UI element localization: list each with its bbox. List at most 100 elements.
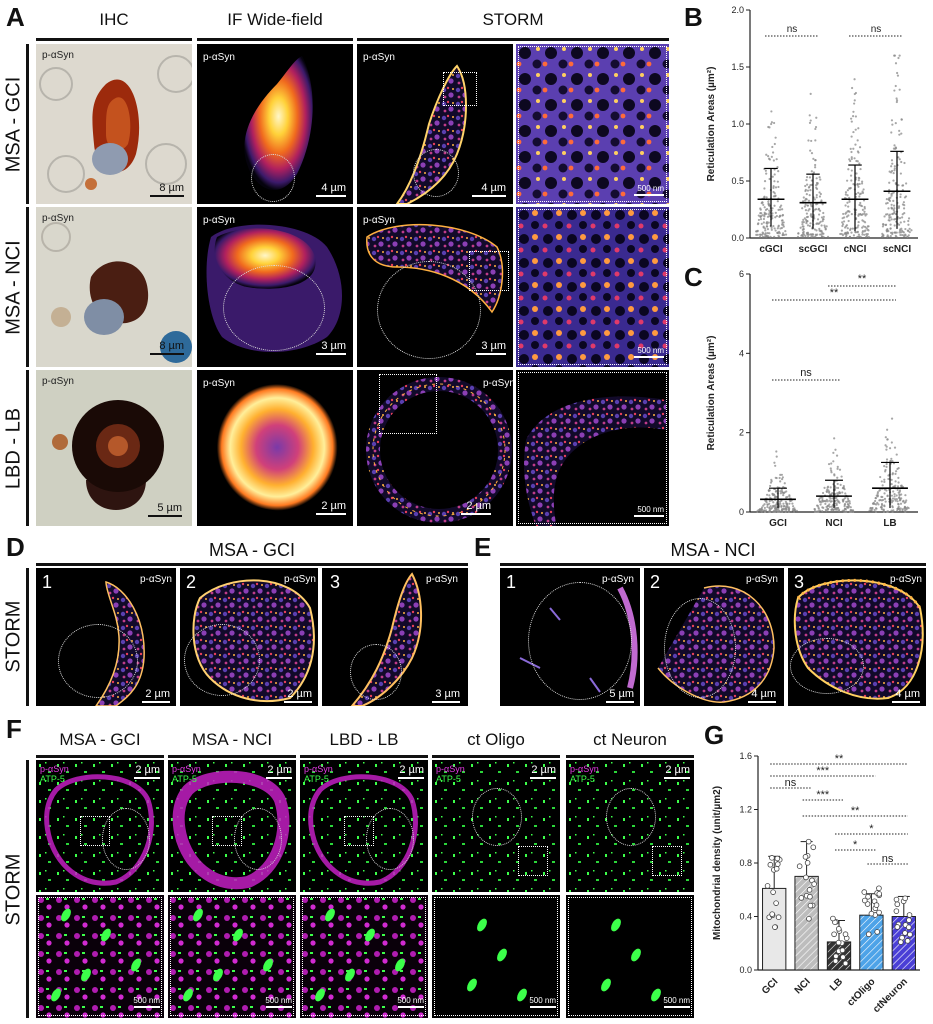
data-point: [885, 448, 888, 451]
data-point: [809, 203, 812, 206]
data-point: [770, 155, 773, 158]
scale-bar: [461, 513, 491, 515]
data-point: [765, 501, 768, 504]
x-tick-label: cNCI: [844, 244, 867, 255]
data-point: [894, 212, 897, 216]
panel-f-column-title: MSA - GCI: [59, 730, 141, 749]
data-point: [780, 473, 783, 476]
row-bar-1: [26, 44, 29, 204]
data-point: [756, 233, 759, 236]
data-point: [890, 494, 894, 497]
data-point: [830, 471, 833, 474]
data-point: [774, 136, 777, 139]
data-point: [765, 493, 769, 496]
data-point: [769, 855, 775, 861]
data-point: [815, 116, 818, 119]
data-point: [885, 445, 888, 448]
data-point: [774, 510, 777, 513]
data-point: [784, 510, 787, 513]
data-point: [857, 214, 860, 217]
data-point: [850, 120, 853, 123]
data-point: [885, 202, 888, 205]
panel-f-marker2-label: ATP-5: [436, 774, 461, 784]
data-point: [862, 225, 865, 228]
data-point: [768, 502, 771, 505]
data-point: [901, 500, 905, 503]
data-point: [803, 217, 806, 220]
nucleus-outline: [350, 644, 402, 700]
data-point: [861, 897, 868, 904]
data-point: [879, 488, 882, 491]
data-point: [810, 152, 814, 155]
data-point: [771, 175, 774, 178]
data-point: [846, 506, 849, 509]
data-point: [788, 502, 791, 505]
panel-letter-e: E: [474, 532, 492, 562]
zoom-frame: [518, 372, 667, 524]
data-point: [810, 844, 817, 851]
data-point: [844, 193, 847, 196]
data-point: [774, 495, 777, 498]
data-point: [844, 191, 848, 194]
data-point: [891, 459, 894, 463]
data-point: [850, 156, 853, 159]
chart-g-mitochondrial-density: 0.0 0.4 0.8 1.2 1.6 Mitochondrial density (un…: [712, 751, 920, 1015]
data-point: [767, 213, 771, 216]
data-point: [895, 97, 898, 100]
data-point: [848, 158, 851, 161]
data-point: [868, 509, 871, 512]
data-point: [814, 163, 817, 167]
data-point: [883, 492, 886, 495]
data-point: [777, 225, 780, 228]
data-point: [902, 201, 906, 204]
data-point: [892, 204, 896, 207]
data-point: [759, 218, 763, 221]
data-point: [893, 167, 896, 170]
data-point: [907, 506, 910, 510]
data-point: [770, 480, 773, 483]
data-point: [806, 233, 809, 236]
zoom-frame: [568, 897, 692, 1016]
data-point: [820, 224, 823, 227]
data-point: [886, 229, 889, 232]
data-point: [899, 228, 902, 231]
data-point: [821, 491, 825, 495]
data-point: [829, 497, 832, 500]
data-point: [763, 206, 766, 209]
panel-e-bar: [500, 563, 926, 566]
data-point: [805, 212, 809, 215]
data-point: [775, 158, 778, 161]
data-point: [881, 484, 884, 487]
panel-d-image-1: [36, 568, 176, 706]
data-point: [768, 177, 771, 181]
data-point: [773, 180, 776, 183]
data-point: [782, 505, 785, 508]
data-point: [760, 222, 763, 225]
data-point: [889, 196, 892, 199]
data-point: [894, 147, 897, 150]
data-point: [899, 221, 902, 224]
data-point: [767, 155, 770, 158]
data-point: [766, 503, 769, 506]
panel-f-overview-image: [566, 760, 694, 892]
panel-letter-f: F: [6, 714, 22, 744]
data-point: [761, 231, 764, 234]
data-point: [828, 505, 832, 509]
data-point: [773, 204, 776, 207]
panel-letter-c: C: [684, 262, 703, 292]
storm-image-lb: [357, 370, 513, 526]
data-point: [866, 232, 869, 236]
data-point: [774, 229, 777, 232]
data-point: [782, 494, 785, 497]
y-tick-label: 1.2: [739, 805, 752, 815]
y-tick-label: 6: [739, 269, 744, 279]
data-point: [762, 226, 765, 229]
data-point: [777, 510, 780, 513]
data-point: [885, 198, 888, 201]
if-image-lb: [197, 370, 353, 526]
data-point: [865, 931, 872, 938]
data-point: [850, 117, 853, 120]
data-point: [760, 212, 763, 215]
zoom-region-box: [469, 251, 509, 291]
scale-bar: [266, 1006, 292, 1008]
